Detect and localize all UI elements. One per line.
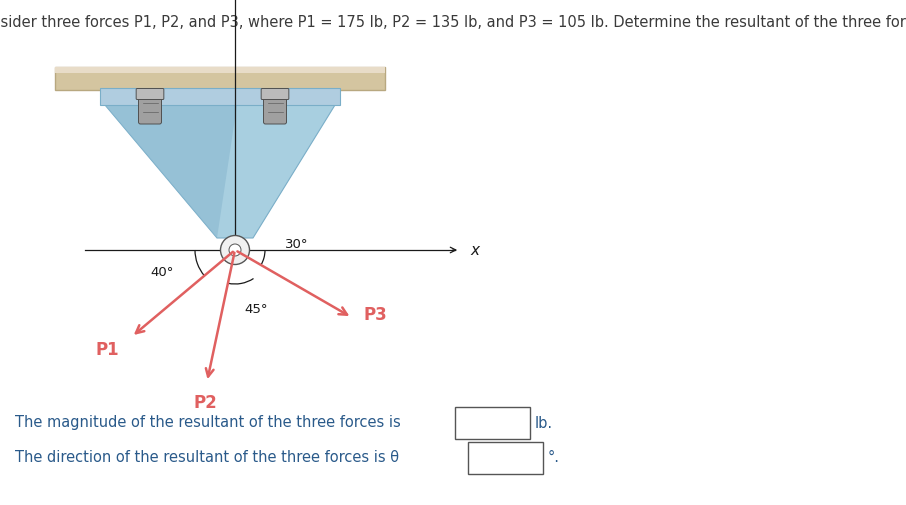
Text: The magnitude of the resultant of the three forces is: The magnitude of the resultant of the th… — [15, 416, 400, 430]
Text: lb.: lb. — [535, 416, 554, 430]
Polygon shape — [105, 105, 237, 238]
Text: The direction of the resultant of the three forces is θ: The direction of the resultant of the th… — [15, 450, 399, 466]
Text: x: x — [470, 242, 479, 258]
FancyBboxPatch shape — [55, 67, 385, 73]
Circle shape — [220, 235, 249, 265]
FancyBboxPatch shape — [139, 90, 161, 124]
Text: Consider three forces P1, P2, and P3, where P1 = 175 lb, P2 = 135 lb, and P3 = 1: Consider three forces P1, P2, and P3, wh… — [0, 15, 906, 30]
FancyBboxPatch shape — [264, 90, 286, 124]
FancyBboxPatch shape — [55, 67, 385, 90]
Text: 30°: 30° — [285, 238, 309, 251]
Polygon shape — [105, 105, 335, 238]
FancyBboxPatch shape — [455, 407, 530, 439]
Text: 40°: 40° — [150, 266, 174, 279]
FancyBboxPatch shape — [100, 88, 340, 105]
Text: °.: °. — [548, 450, 560, 466]
FancyBboxPatch shape — [468, 442, 543, 474]
FancyBboxPatch shape — [261, 88, 289, 99]
Text: P2: P2 — [193, 394, 217, 412]
Text: P3: P3 — [364, 306, 388, 324]
Circle shape — [229, 244, 241, 256]
Text: P1: P1 — [96, 341, 120, 359]
Text: 45°: 45° — [245, 303, 268, 316]
FancyBboxPatch shape — [136, 88, 164, 99]
